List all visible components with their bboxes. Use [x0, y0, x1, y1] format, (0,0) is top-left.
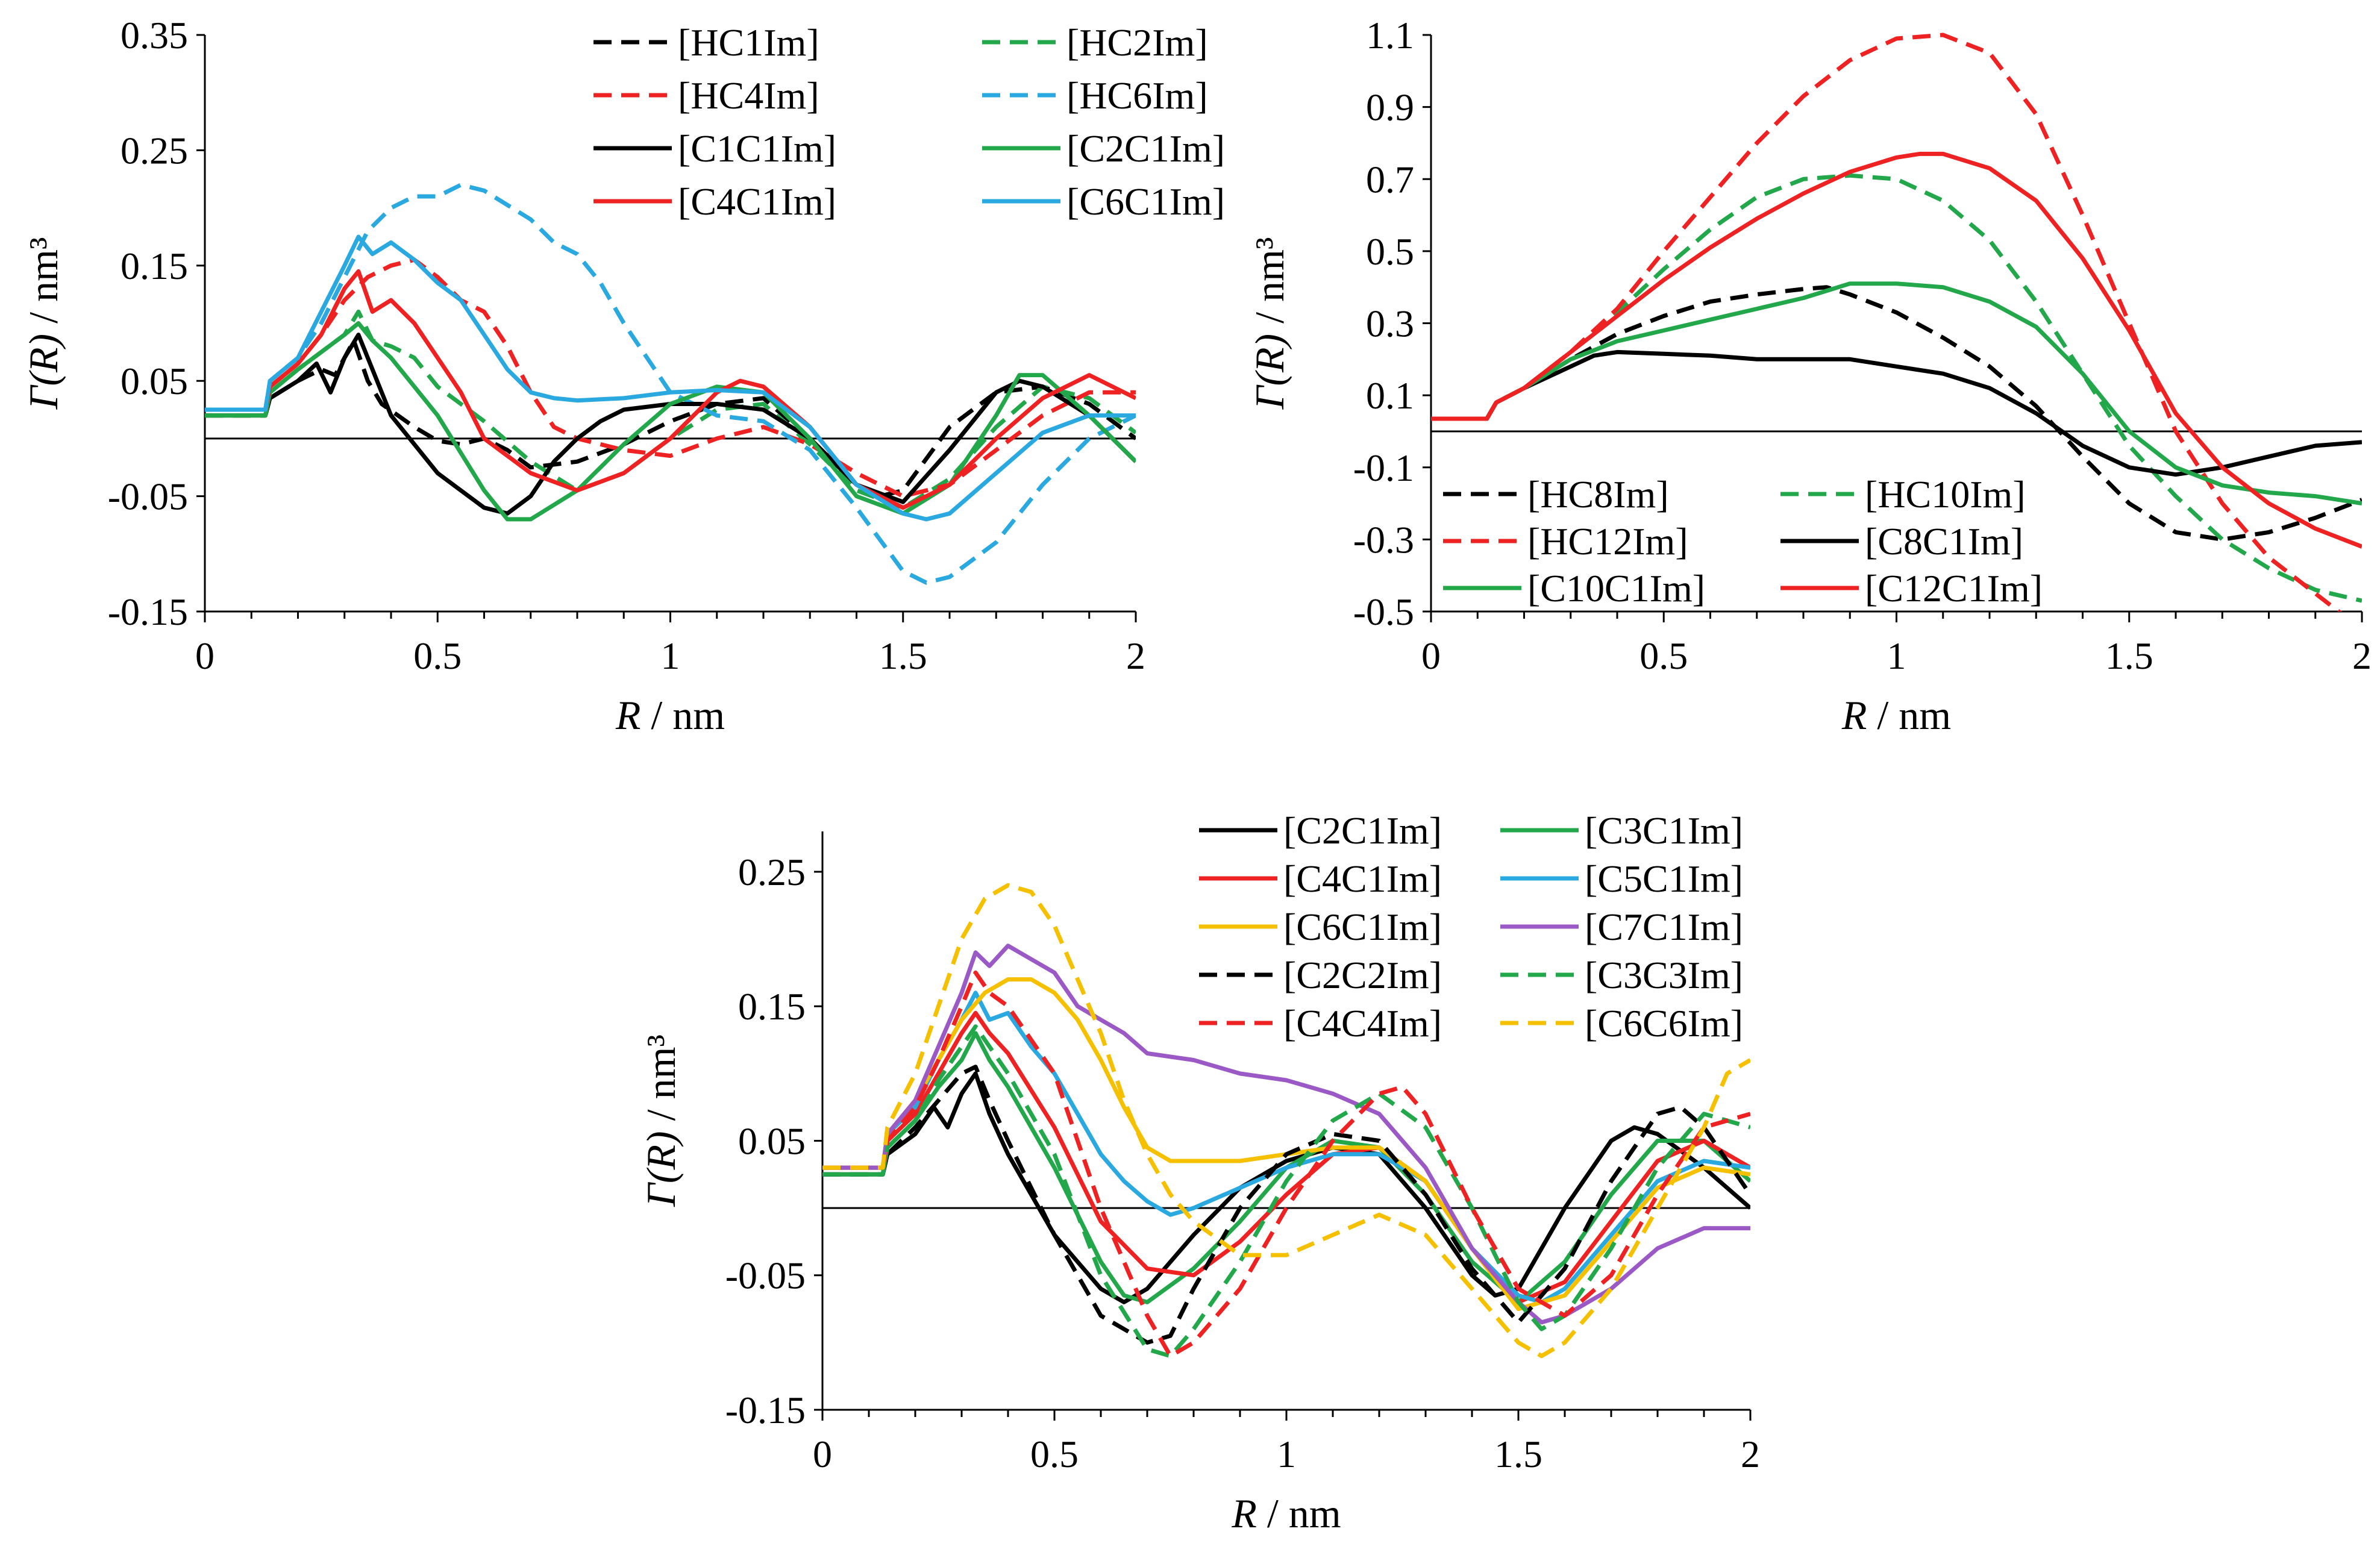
series-line: [1431, 281, 2362, 506]
series-line: [205, 333, 1136, 516]
series-line: [1431, 349, 2362, 477]
legend-label: [C2C2Im]: [1283, 954, 1442, 996]
legend-label: [C1C1Im]: [678, 127, 836, 170]
y-tick-label: -0.3: [1353, 518, 1414, 561]
y-axis-title: Γ(R) / nm³: [20, 237, 66, 410]
x-tick-label: 0: [195, 634, 215, 677]
series-line: [205, 321, 1136, 522]
legend-label: [C4C1Im]: [678, 180, 836, 223]
y-tick-label: -0.05: [108, 475, 188, 518]
x-tick-label: 2: [1741, 1433, 1760, 1475]
x-tick-label: 1: [1887, 634, 1906, 677]
y-tick-label: 0.1: [1366, 374, 1414, 417]
x-tick-label: 1.5: [879, 634, 927, 677]
series-line: [205, 309, 1136, 510]
legend: [C2C1Im] [C3C1Im] [C4C1Im] [C5C1Im] [C6C1Im]…: [1199, 809, 1743, 1045]
x-tick-label: 0.5: [1639, 634, 1688, 677]
series-line: [205, 338, 1136, 499]
series-line: [822, 1010, 1750, 1304]
y-tick-label: 0.25: [738, 851, 806, 893]
legend-label: [C10C1Im]: [1527, 567, 1705, 610]
legend: [HC8Im] [HC10Im] [HC12Im] [C8C1Im] [C10C1Im]…: [1443, 473, 2043, 610]
legend-label: [HC2Im]: [1066, 21, 1208, 64]
x-axis-title: R / nm: [1841, 692, 1951, 738]
x-tick-label: 1.5: [1494, 1433, 1542, 1475]
legend-label: [C2C1Im]: [1283, 809, 1442, 852]
x-tick-label: 0.5: [1030, 1433, 1079, 1475]
series-line: [1431, 151, 2362, 549]
legend-label: [C12C1Im]: [1865, 567, 2043, 610]
panel-top-left: 0 0.5 1 1.5 2 -0.15 -0.05 0.05 0.15 0.25 0.35 R / n…: [20, 14, 1225, 738]
series-line: [822, 1031, 1750, 1304]
x-tick-label: 0.5: [413, 634, 462, 677]
x-tick-label: 0: [1421, 634, 1441, 677]
legend-label: [HC8Im]: [1527, 473, 1669, 516]
legend-label: [C4C1Im]: [1283, 857, 1442, 900]
legend-label: [HC4Im]: [678, 74, 819, 117]
y-tick-label: -0.15: [725, 1389, 806, 1431]
y-axis-title: Γ(R) / nm³: [638, 1034, 684, 1207]
y-tick-label: 0.3: [1366, 302, 1414, 345]
legend-label: [HC1Im]: [678, 21, 819, 64]
x-tick-label: 0: [813, 1433, 832, 1475]
series-line: [1431, 173, 2362, 603]
series-line: [205, 269, 1136, 510]
y-tick-label: 0.9: [1366, 86, 1414, 129]
legend-label: [C5C1Im]: [1585, 857, 1743, 900]
legend: [HC1Im] [HC2Im] [HC4Im] [HC6Im] [C1C1Im] [C2C…: [593, 21, 1225, 223]
x-tick-label: 1: [661, 634, 680, 677]
legend-label: [HC12Im]: [1527, 520, 1688, 563]
y-tick-label: 0.05: [738, 1119, 806, 1162]
y-tick-label: 0.5: [1366, 230, 1414, 273]
y-tick-label: 0.05: [121, 360, 188, 402]
x-tick-label: 1.5: [2105, 634, 2153, 677]
series-line: [822, 883, 1750, 1359]
y-tick-label: 1.1: [1366, 14, 1414, 57]
y-tick-label: -0.15: [108, 590, 188, 633]
legend-label: [C7C1Im]: [1585, 906, 1743, 948]
series-line: [205, 183, 1136, 585]
panel-top-right: 0 0.5 1 1.5 2 -0.5 -0.3 -0.1 0.1 0.3 0.5 0.7 0.9 1.1 R…: [1247, 14, 2372, 738]
legend-label: [C8C1Im]: [1865, 520, 2023, 563]
y-tick-label: -0.05: [725, 1254, 806, 1297]
series-line: [822, 970, 1750, 1359]
y-tick-label: 0.15: [738, 985, 806, 1028]
x-tick-label: 2: [1126, 634, 1145, 677]
x-tick-label: 2: [2352, 634, 2372, 677]
legend-label: [C6C6Im]: [1585, 1002, 1743, 1045]
y-axis-title: Γ(R) / nm³: [1247, 237, 1292, 410]
series-line: [205, 234, 1136, 522]
panel-bottom: 0 0.5 1 1.5 2 -0.15 -0.05 0.05 0.15 0.25 R / nm Γ(R…: [638, 809, 1760, 1536]
x-tick-label: 1: [1277, 1433, 1296, 1475]
x-axis-title: R / nm: [615, 692, 725, 738]
legend-label: [C6C1Im]: [1066, 180, 1225, 223]
y-tick-label: -0.1: [1353, 446, 1414, 489]
y-tick-label: 0.25: [121, 129, 188, 172]
legend-label: [C3C1Im]: [1585, 809, 1743, 852]
series-line: [822, 1071, 1750, 1304]
series-line: [822, 1065, 1750, 1345]
legend-label: [C4C4Im]: [1283, 1002, 1442, 1045]
y-tick-label: 0.15: [121, 245, 188, 287]
legend-label: [HC10Im]: [1865, 473, 2026, 516]
legend-label: [C6C1Im]: [1283, 906, 1442, 948]
series-line: [822, 943, 1750, 1325]
y-tick-label: 0.7: [1366, 158, 1414, 201]
legend-label: [C2C1Im]: [1066, 127, 1225, 170]
series-line: [205, 257, 1136, 499]
x-axis-title: R / nm: [1231, 1491, 1341, 1536]
y-tick-label: -0.5: [1353, 590, 1414, 633]
legend-label: [C3C3Im]: [1585, 954, 1743, 996]
y-tick-label: 0.35: [121, 14, 188, 57]
legend-label: [HC6Im]: [1066, 74, 1208, 117]
series-line: [822, 1024, 1750, 1359]
